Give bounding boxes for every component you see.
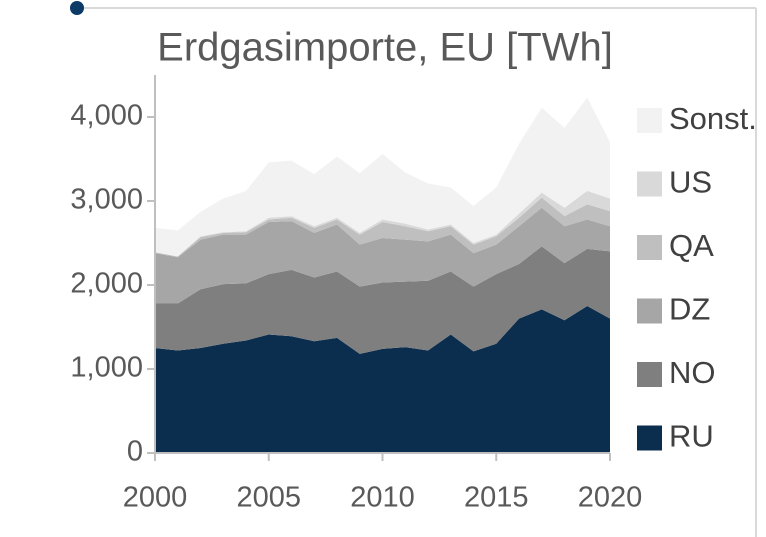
area — [155, 197, 610, 258]
legend-label: DZ — [669, 292, 710, 327]
y-tick-label: 3,000 — [70, 184, 143, 216]
legend-swatch — [637, 235, 662, 260]
legend-label: QA — [669, 228, 714, 263]
legend-swatch — [637, 425, 662, 451]
x-tick-label: 2000 — [123, 482, 188, 514]
legend-label: NO — [669, 355, 716, 390]
legend-swatch — [637, 171, 662, 197]
legend-swatch — [637, 298, 662, 324]
x-tick-label: 2020 — [578, 482, 643, 514]
legend-label: Sonst. — [669, 101, 757, 136]
x-tick-label: 2005 — [236, 482, 301, 514]
y-tick-label: 2,000 — [70, 268, 143, 300]
legend-label: US — [669, 165, 712, 200]
area — [155, 246, 610, 354]
x-tick-label: 2015 — [464, 482, 529, 514]
y-tick-label: 1,000 — [70, 352, 143, 384]
area — [155, 306, 610, 453]
frame-dot — [70, 1, 84, 15]
chart-title: Erdgasimporte, EU [TWh] — [157, 26, 613, 70]
area — [155, 207, 610, 304]
legend-swatch — [637, 362, 662, 387]
y-tick-label: 4,000 — [70, 100, 143, 132]
legend-label: RU — [669, 419, 714, 454]
x-tick-label: 2010 — [350, 482, 415, 514]
area — [155, 97, 610, 257]
y-tick-label: 0 — [127, 436, 143, 468]
legend-swatch — [637, 108, 662, 133]
